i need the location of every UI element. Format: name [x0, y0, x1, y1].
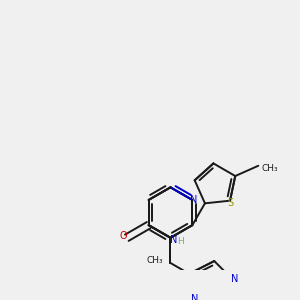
- Text: O: O: [119, 231, 127, 241]
- Text: H: H: [177, 237, 184, 246]
- Text: N: N: [190, 195, 198, 205]
- Text: N: N: [231, 274, 238, 284]
- Text: CH₃: CH₃: [262, 164, 278, 173]
- Text: S: S: [227, 198, 233, 208]
- Text: N: N: [169, 235, 177, 244]
- Text: CH₃: CH₃: [147, 256, 163, 265]
- Text: N: N: [191, 294, 199, 300]
